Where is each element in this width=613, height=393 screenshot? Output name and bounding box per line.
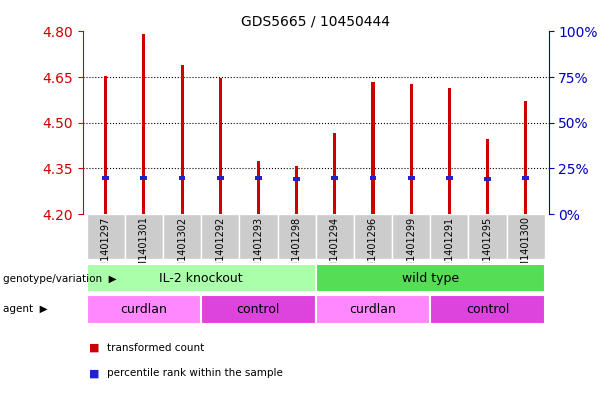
- Bar: [125, 214, 163, 259]
- Bar: [484, 177, 491, 181]
- Text: GSM1401294: GSM1401294: [330, 217, 340, 281]
- Bar: [104, 75, 107, 214]
- Text: GSM1401301: GSM1401301: [139, 217, 149, 281]
- Text: GSM1401295: GSM1401295: [482, 217, 492, 282]
- Text: GSM1401302: GSM1401302: [177, 217, 187, 281]
- Bar: [293, 177, 300, 181]
- Text: agent  ▶: agent ▶: [3, 303, 48, 314]
- Bar: [201, 296, 316, 324]
- Text: IL-2 knockout: IL-2 knockout: [159, 272, 243, 285]
- Bar: [278, 214, 316, 259]
- Text: transformed count: transformed count: [107, 343, 205, 353]
- Bar: [239, 214, 278, 259]
- Bar: [316, 264, 545, 292]
- Bar: [86, 296, 201, 324]
- Bar: [430, 214, 468, 259]
- Text: GSM1401298: GSM1401298: [292, 217, 302, 281]
- Bar: [219, 78, 222, 214]
- Bar: [408, 176, 414, 180]
- Text: genotype/variation  ▶: genotype/variation ▶: [3, 274, 116, 284]
- Text: control: control: [466, 303, 509, 316]
- Bar: [316, 214, 354, 259]
- Bar: [295, 166, 298, 214]
- Bar: [370, 176, 376, 180]
- Bar: [446, 176, 453, 180]
- Text: ■: ■: [89, 368, 99, 378]
- Bar: [163, 214, 201, 259]
- Bar: [140, 176, 147, 180]
- Text: GSM1401293: GSM1401293: [253, 217, 264, 281]
- Bar: [392, 214, 430, 259]
- Bar: [524, 101, 527, 214]
- Bar: [102, 176, 109, 180]
- Bar: [430, 296, 545, 324]
- Bar: [409, 84, 413, 214]
- Bar: [217, 176, 224, 180]
- Bar: [142, 33, 145, 214]
- Text: GSM1401296: GSM1401296: [368, 217, 378, 281]
- Bar: [522, 176, 529, 180]
- Text: GSM1401300: GSM1401300: [520, 217, 531, 281]
- Bar: [255, 176, 262, 180]
- Title: GDS5665 / 10450444: GDS5665 / 10450444: [241, 15, 390, 29]
- Bar: [448, 88, 451, 214]
- Text: curdlan: curdlan: [349, 303, 397, 316]
- Text: GSM1401299: GSM1401299: [406, 217, 416, 281]
- Text: curdlan: curdlan: [120, 303, 167, 316]
- Text: GSM1401292: GSM1401292: [215, 217, 225, 282]
- Text: percentile rank within the sample: percentile rank within the sample: [107, 368, 283, 378]
- Bar: [332, 176, 338, 180]
- Bar: [257, 161, 260, 214]
- Bar: [316, 296, 430, 324]
- Bar: [506, 214, 545, 259]
- Bar: [333, 132, 337, 214]
- Text: ■: ■: [89, 343, 99, 353]
- Bar: [468, 214, 506, 259]
- Text: wild type: wild type: [402, 272, 459, 285]
- Bar: [180, 65, 183, 214]
- Bar: [86, 264, 316, 292]
- Text: GSM1401291: GSM1401291: [444, 217, 454, 281]
- Bar: [178, 176, 185, 180]
- Bar: [86, 214, 125, 259]
- Text: GSM1401297: GSM1401297: [101, 217, 111, 282]
- Bar: [201, 214, 239, 259]
- Text: control: control: [237, 303, 280, 316]
- Bar: [354, 214, 392, 259]
- Bar: [371, 82, 375, 214]
- Bar: [486, 139, 489, 214]
